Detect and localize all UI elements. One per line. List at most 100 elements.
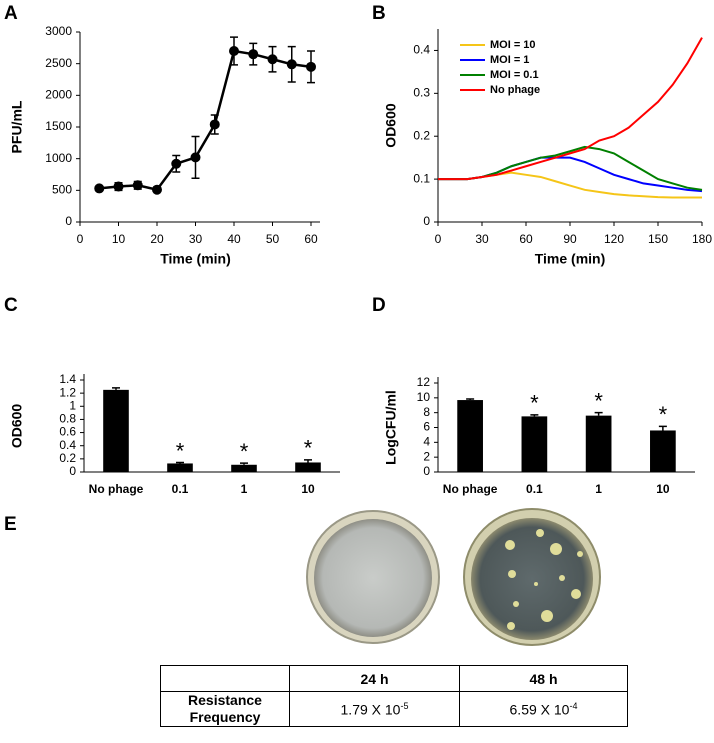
petri-dish-24h (306, 510, 440, 644)
y-tick-label: 0.1 (413, 171, 430, 185)
table-header: 24 h (289, 665, 460, 692)
x-axis-label: Time (min) (535, 251, 606, 267)
y-tick-label: 0 (69, 464, 76, 478)
y-tick-label: 0.8 (59, 412, 76, 426)
y-tick-label: 4 (423, 435, 430, 449)
y-tick-label: 2500 (45, 56, 72, 70)
y-tick-label: 0.3 (413, 86, 430, 100)
error-bar (466, 398, 475, 401)
legend-label: No phage (490, 84, 540, 96)
x-tick-label: 120 (604, 232, 624, 246)
resistance-table: 24 h 48 h Resistance Frequency 1.79 X 10… (160, 665, 628, 727)
legend-label: MOI = 10 (490, 39, 536, 51)
bar (457, 400, 483, 472)
y-tick-label: 0.6 (59, 425, 76, 439)
y-axis-label: LogCFU/ml (383, 390, 399, 465)
significance-mark: * (176, 438, 185, 463)
y-tick-label: 10 (417, 390, 431, 404)
x-tick-label: 10 (656, 482, 670, 496)
bar (231, 464, 257, 472)
data-point (267, 54, 278, 65)
chart-panel: B 0 0.1 0.2 0.3 0.4 OD600 0 30 60 90 120 150 180 Time … (372, 3, 712, 267)
cell-mantissa: 6.59 X 10 (509, 701, 570, 718)
table-row: Resistance Frequency 1.79 X 10-5 6.59 X … (160, 691, 628, 727)
table-header-row: 24 h 48 h (160, 665, 628, 692)
x-tick-label: 0.1 (172, 482, 189, 496)
x-tick-label: 90 (563, 232, 577, 246)
data-point (190, 152, 201, 163)
x-tick-label: 10 (301, 482, 315, 496)
data-line (99, 49, 312, 192)
bar (521, 416, 548, 472)
x-tick-label: No phage (443, 482, 498, 496)
data-point (209, 119, 220, 130)
x-tick-label: 0.1 (526, 482, 543, 496)
data-line (438, 171, 702, 199)
y-axis-label: PFU/mL (9, 100, 25, 153)
row-label: Resistance Frequency (160, 691, 290, 727)
y-tick-label: 1.2 (59, 385, 76, 399)
x-tick-label: 40 (227, 232, 241, 246)
data-point (152, 184, 162, 195)
bar (295, 462, 321, 472)
data-point (94, 183, 105, 194)
data-line (438, 37, 703, 181)
y-tick-label: 1.4 (59, 372, 76, 386)
error-bar (658, 425, 667, 431)
y-tick-label: 500 (52, 183, 72, 197)
bar (585, 415, 612, 472)
panel-letter: C (4, 295, 18, 316)
y-tick-label: 0 (423, 214, 430, 228)
x-tick-label: 0 (435, 232, 442, 246)
x-tick-label: 1 (595, 482, 602, 496)
colonies (505, 529, 583, 630)
panel-letter: D (372, 295, 386, 316)
data-point (248, 49, 259, 60)
x-tick-label: 30 (189, 232, 203, 246)
error-bar (530, 414, 539, 417)
data-point (171, 158, 182, 169)
y-tick-label: 1000 (45, 151, 72, 165)
cell-mantissa: 1.79 X 10 (340, 701, 401, 718)
significance-mark: * (594, 388, 603, 413)
y-tick-label: 2000 (45, 88, 72, 102)
y-tick-label: 0.2 (59, 451, 76, 465)
x-tick-label: 50 (266, 232, 280, 246)
x-tick-label: 180 (692, 232, 712, 246)
x-tick-label: 20 (150, 232, 164, 246)
bar (650, 430, 676, 472)
chart-panel: A 0 500 1000 1500 2000 2500 3000 PFU/mL 0 10 20 30 40… (4, 3, 320, 267)
y-tick-label: 2 (423, 449, 430, 463)
error-bar (112, 387, 120, 390)
data-point (132, 180, 143, 191)
x-tick-label: 1 (241, 482, 248, 496)
significance-mark: * (304, 436, 313, 461)
cell-exponent: -5 (400, 700, 409, 711)
significance-mark: * (659, 402, 668, 427)
table-corner (160, 665, 290, 692)
table-header: 48 h (459, 665, 628, 692)
table-cell: 1.79 X 10-5 (289, 691, 460, 727)
y-tick-label: 1 (69, 398, 76, 412)
y-tick-label: 0.4 (413, 43, 430, 57)
error-bar (176, 461, 184, 464)
legend-label: MOI = 1 (490, 54, 529, 66)
x-tick-label: 10 (112, 232, 126, 246)
x-axis-label: Time (min) (160, 251, 231, 267)
bar (103, 389, 129, 472)
error-bar (304, 459, 312, 463)
y-tick-label: 3000 (45, 24, 72, 38)
y-axis-label: OD600 (9, 404, 25, 449)
data-point (113, 181, 124, 192)
panel-letter: A (4, 3, 18, 24)
data-point (229, 46, 239, 56)
data-point (286, 59, 297, 70)
x-tick-label: 0 (77, 232, 84, 246)
y-tick-label: 0.4 (59, 438, 76, 452)
x-tick-label: 30 (475, 232, 489, 246)
x-tick-label: 60 (304, 232, 318, 246)
x-tick-label: 150 (648, 232, 668, 246)
